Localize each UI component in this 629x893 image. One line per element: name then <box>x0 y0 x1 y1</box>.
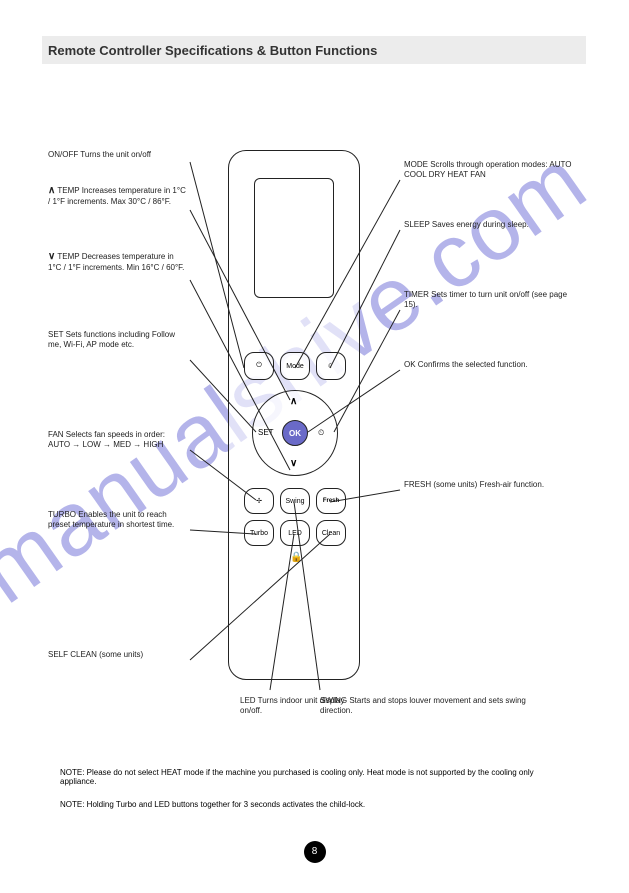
page-number: 8 <box>304 841 326 863</box>
page-footer: 8 <box>0 841 629 863</box>
section-header: Remote Controller Specifications & Butto… <box>42 36 586 64</box>
remote-diagram: ⏻ Mode ☾ SET ∧ ∨ ⏲ OK ✢ Swing Fresh Turb… <box>0 110 629 730</box>
footnote-heat: NOTE: Please do not select HEAT mode if … <box>60 768 560 786</box>
footnote-lock: NOTE: Holding Turbo and LED buttons toge… <box>60 800 560 809</box>
section-title: Remote Controller Specifications & Butto… <box>48 43 377 58</box>
leader-lines <box>0 110 629 730</box>
